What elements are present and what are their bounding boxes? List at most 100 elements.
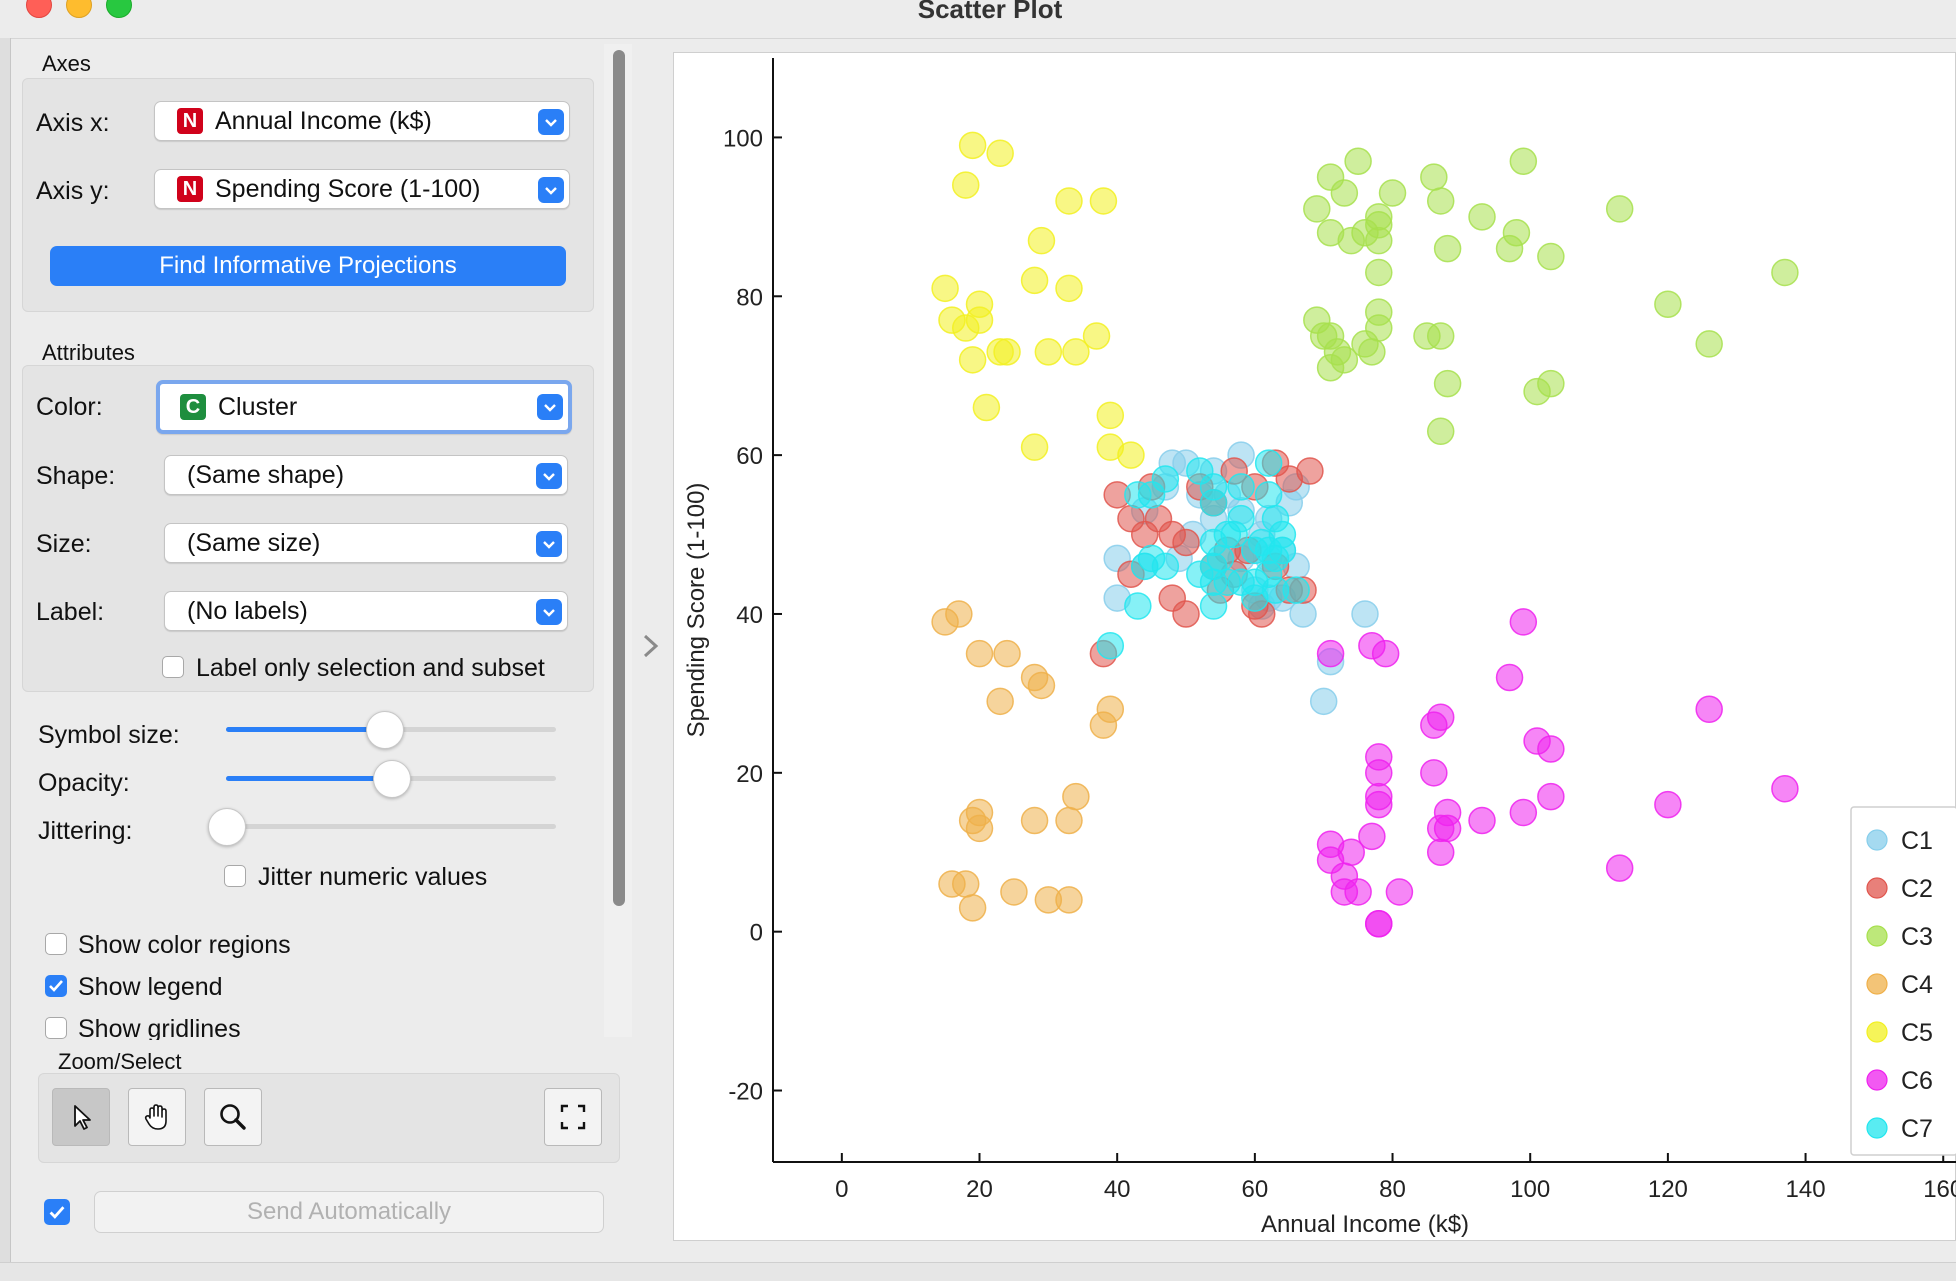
show-legend-checkbox[interactable] bbox=[45, 975, 67, 997]
data-point-c4 bbox=[1055, 886, 1083, 914]
shape-value: (Same shape) bbox=[187, 460, 345, 489]
data-point-c4 bbox=[945, 600, 973, 628]
pan-tool-button[interactable] bbox=[128, 1088, 186, 1146]
symbol-size-handle[interactable] bbox=[366, 711, 405, 749]
data-point-c7 bbox=[1151, 465, 1180, 493]
data-point-c5 bbox=[965, 306, 994, 334]
plot-panel[interactable]: 0 20 40 60 80 100 120 140 160 -20 0 20 40 60 80 100 Annu… bbox=[673, 52, 1956, 1241]
y-tick-label: 100 bbox=[723, 125, 763, 152]
data-point-c3 bbox=[1537, 369, 1565, 398]
data-point-c7 bbox=[1151, 552, 1180, 581]
axis-x-combo[interactable]: N Annual Income (k$) bbox=[154, 101, 570, 141]
fit-view-icon bbox=[560, 1104, 586, 1130]
data-point-c7 bbox=[1254, 481, 1283, 509]
magnifier-icon bbox=[220, 1104, 246, 1130]
legend-label-c4: C4 bbox=[1901, 971, 1933, 999]
symbol-size-slider[interactable] bbox=[226, 711, 556, 749]
zoom-tool-button[interactable] bbox=[204, 1088, 262, 1146]
show-gridlines-checkbox[interactable] bbox=[45, 1017, 67, 1039]
data-point-c4 bbox=[1062, 782, 1090, 811]
reset-zoom-button[interactable] bbox=[544, 1088, 602, 1146]
data-point-c3 bbox=[1330, 179, 1359, 207]
data-point-c4 bbox=[1020, 806, 1049, 835]
data-point-c5 bbox=[1055, 187, 1083, 215]
control-scroll-thumb[interactable] bbox=[613, 50, 625, 906]
data-point-c5 bbox=[993, 338, 1021, 366]
collapse-panel-handle[interactable] bbox=[640, 630, 662, 667]
data-point-c5 bbox=[1020, 433, 1049, 461]
label-only-selection-checkbox[interactable] bbox=[162, 656, 184, 678]
y-tick-label: 80 bbox=[736, 284, 763, 311]
data-point-c6 bbox=[1344, 878, 1372, 906]
opacity-slider[interactable] bbox=[226, 760, 556, 798]
axis-y-value: Spending Score (1-100) bbox=[215, 174, 481, 203]
chevron-down-icon bbox=[538, 109, 564, 135]
checkmark-icon bbox=[49, 1205, 65, 1219]
legend-label-c6: C6 bbox=[1901, 1067, 1933, 1095]
control-scroll-track[interactable] bbox=[604, 44, 632, 1037]
data-point-c6 bbox=[1468, 806, 1496, 835]
data-point-c3 bbox=[1426, 417, 1455, 446]
jittering-handle[interactable] bbox=[208, 808, 246, 846]
axis-x-label: Axis x: bbox=[36, 109, 110, 137]
legend-swatch-c4 bbox=[1866, 973, 1888, 995]
data-point-c3 bbox=[1537, 242, 1565, 271]
x-tick-label: 100 bbox=[1510, 1176, 1550, 1203]
label-combo[interactable]: (No labels) bbox=[164, 591, 568, 631]
attributes-section-label: Attributes bbox=[42, 340, 135, 365]
numeric-variable-icon: N bbox=[177, 108, 203, 134]
show-color-regions-checkbox[interactable] bbox=[45, 933, 67, 955]
data-point-c4 bbox=[986, 687, 1014, 716]
select-tool-button[interactable] bbox=[52, 1088, 110, 1146]
send-automatically-checkbox[interactable] bbox=[44, 1199, 70, 1225]
window-titlebar: Scatter Plot bbox=[0, 0, 1956, 39]
show-legend-label: Show legend bbox=[78, 973, 223, 1001]
shape-combo[interactable]: (Same shape) bbox=[164, 455, 568, 495]
symbol-size-label: Symbol size: bbox=[38, 721, 180, 749]
data-point-c5 bbox=[972, 393, 1001, 422]
zoom-select-box bbox=[38, 1073, 620, 1163]
axis-y-combo[interactable]: N Spending Score (1-100) bbox=[154, 169, 570, 209]
data-point-c3 bbox=[1605, 195, 1634, 223]
send-automatically-button[interactable]: Send Automatically bbox=[94, 1191, 604, 1233]
x-tick-label: 140 bbox=[1786, 1176, 1826, 1203]
color-combo[interactable]: C Cluster bbox=[156, 380, 572, 434]
data-point-c7 bbox=[1254, 449, 1283, 477]
x-axis-title: Annual Income (k$) bbox=[1261, 1211, 1469, 1238]
x-tick-label: 160 bbox=[1923, 1176, 1956, 1203]
data-point-c5 bbox=[958, 346, 987, 374]
data-point-c6 bbox=[1654, 790, 1682, 819]
size-combo[interactable]: (Same size) bbox=[164, 523, 568, 563]
jitter-numeric-checkbox[interactable] bbox=[224, 865, 246, 887]
x-tick-label: 120 bbox=[1648, 1176, 1688, 1203]
scatter-chart[interactable]: 0 20 40 60 80 100 120 140 160 -20 0 20 40 60 80 100 Annu… bbox=[674, 53, 1956, 1242]
data-point-c3 bbox=[1365, 211, 1393, 239]
zoom-select-label: Zoom/Select bbox=[58, 1049, 182, 1074]
data-point-c5 bbox=[986, 139, 1014, 168]
data-point-c6 bbox=[1371, 639, 1400, 668]
jittering-slider[interactable] bbox=[208, 808, 556, 846]
x-tick-label: 20 bbox=[966, 1176, 993, 1203]
data-point-c3 bbox=[1468, 203, 1496, 231]
jitter-numeric-label: Jitter numeric values bbox=[258, 863, 488, 891]
data-point-c3 bbox=[1433, 369, 1462, 398]
data-point-c6 bbox=[1509, 608, 1538, 636]
data-point-c5 bbox=[1034, 338, 1063, 366]
data-point-c3 bbox=[1330, 346, 1359, 374]
data-point-c3 bbox=[1433, 234, 1462, 263]
data-point-c4 bbox=[951, 870, 980, 898]
opacity-handle[interactable] bbox=[373, 760, 411, 798]
data-point-c3 bbox=[1344, 147, 1372, 176]
data-point-c3 bbox=[1426, 322, 1455, 350]
y-tick-label: 20 bbox=[736, 761, 763, 788]
data-point-c5 bbox=[1020, 266, 1049, 295]
data-point-c5 bbox=[1027, 226, 1056, 255]
data-point-c5 bbox=[1082, 322, 1111, 350]
data-point-c2 bbox=[1172, 600, 1200, 628]
data-point-c3 bbox=[1426, 187, 1455, 215]
legend-label-c5: C5 bbox=[1901, 1019, 1933, 1047]
data-point-c2 bbox=[1296, 457, 1324, 485]
find-informative-projections-button[interactable]: Find Informative Projections bbox=[50, 246, 566, 286]
data-point-c5 bbox=[931, 274, 959, 303]
jittering-label: Jittering: bbox=[38, 817, 133, 845]
